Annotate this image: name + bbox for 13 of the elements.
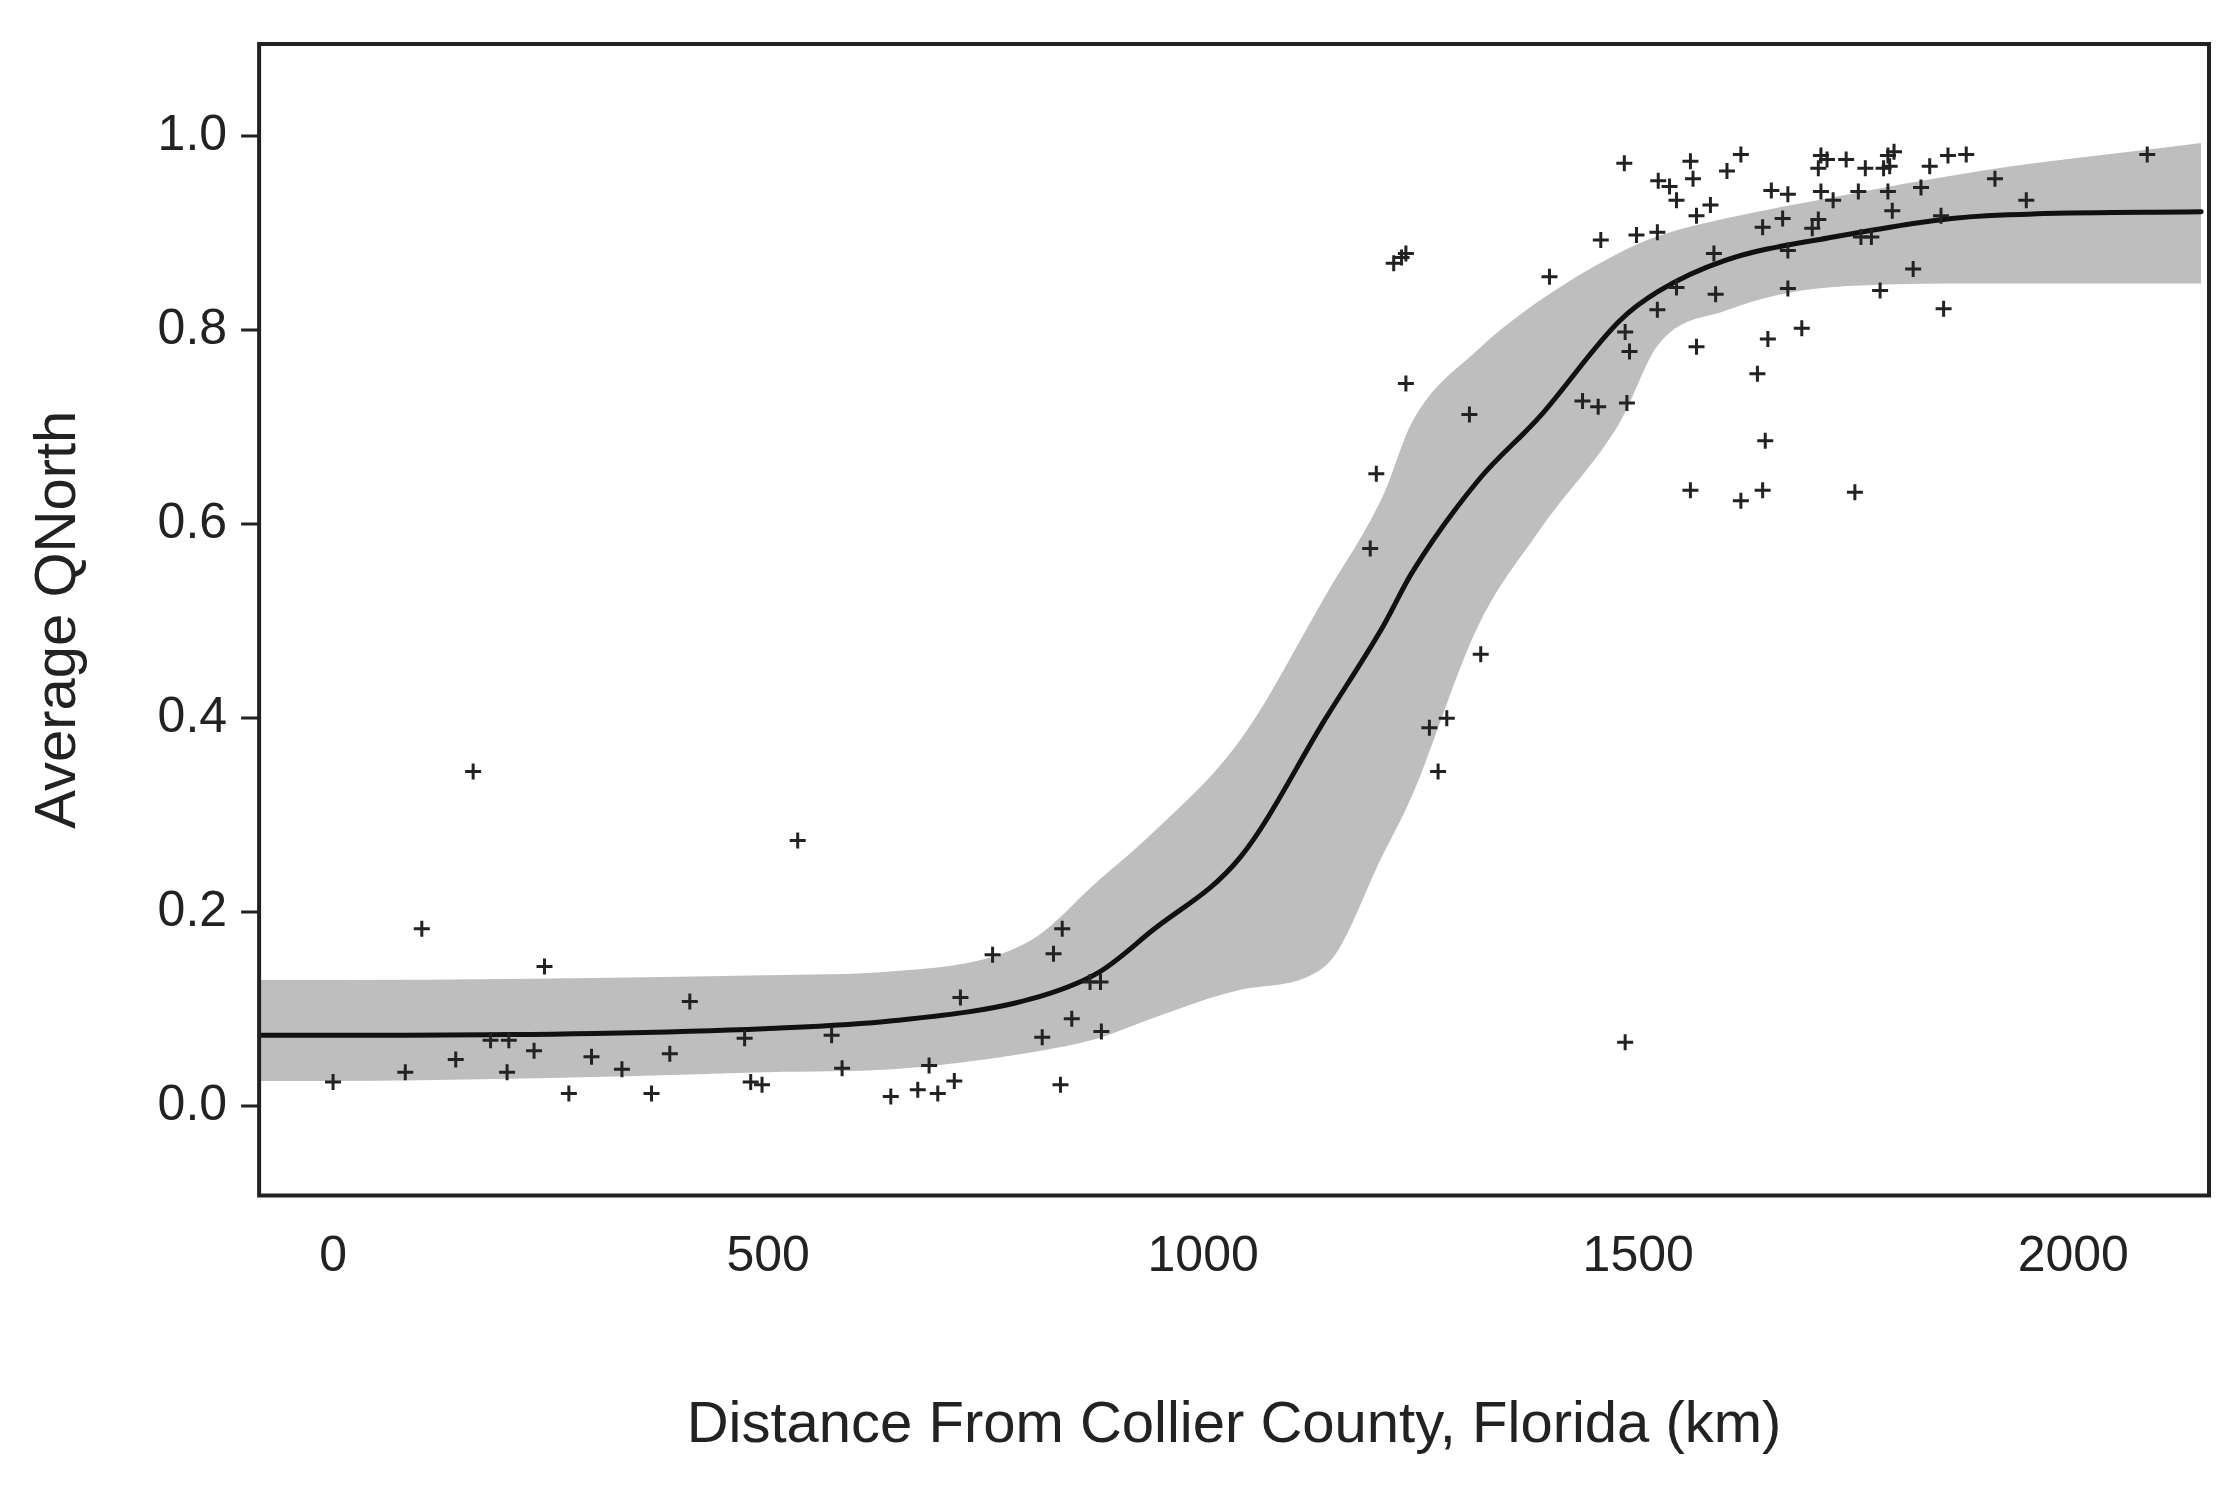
x-axis-title: Distance From Collier County, Florida (km) <box>686 1389 1782 1455</box>
y-tick-label: 0.8 <box>157 298 228 355</box>
x-tick-label: 2000 <box>2017 1226 2129 1283</box>
y-tick-label: 0.4 <box>157 686 228 743</box>
y-tick-label: 1.0 <box>157 104 228 161</box>
y-axis-title: Average QNorth <box>21 410 87 829</box>
x-tick-label: 1000 <box>1147 1226 1259 1283</box>
x-tick-label: 500 <box>726 1226 810 1283</box>
y-tick-label: 0.2 <box>157 880 228 937</box>
x-tick-label: 1500 <box>1582 1226 1694 1283</box>
x-tick-label: 0 <box>319 1226 347 1283</box>
y-tick-label: 0.0 <box>157 1074 228 1131</box>
y-tick-label: 0.6 <box>157 492 228 549</box>
